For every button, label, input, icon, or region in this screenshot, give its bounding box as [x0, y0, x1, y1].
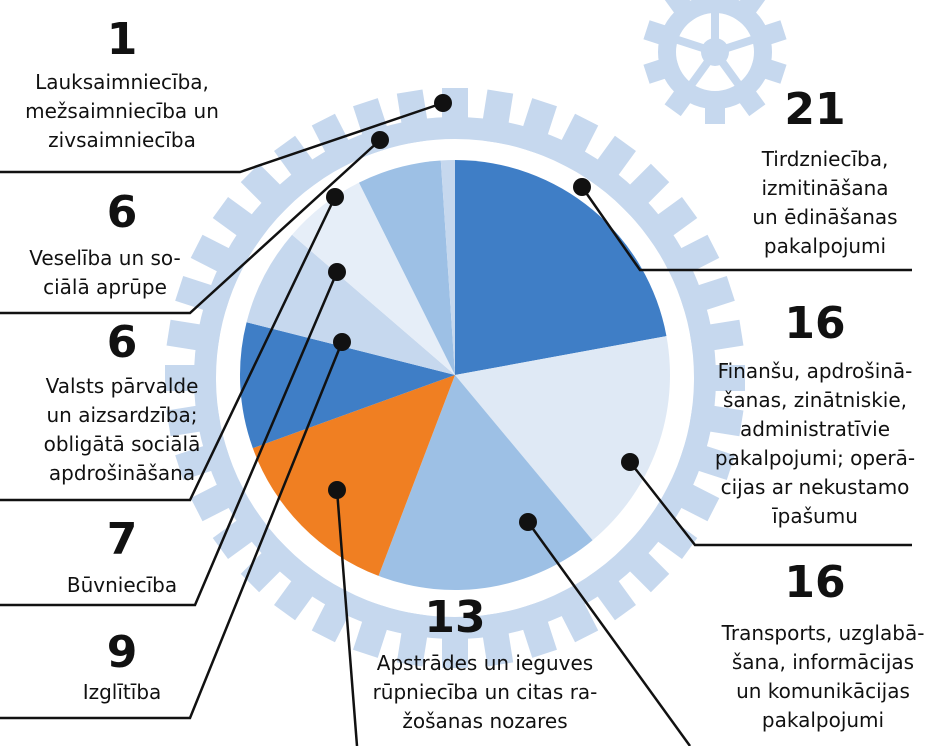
gear-tooth — [643, 20, 681, 50]
gear-tooth — [442, 617, 468, 668]
category-label: Transports, uzglabā-šana, informācijas un… — [721, 621, 925, 732]
gear-tooth — [212, 507, 270, 559]
pie — [240, 160, 671, 590]
gear-tooth — [694, 365, 745, 391]
leader-dot — [328, 263, 346, 281]
gear-tooth — [396, 89, 431, 144]
gear-tooth — [584, 563, 636, 621]
value-label: 9 — [107, 627, 138, 678]
gear-tooth — [614, 163, 670, 219]
gear-tooth — [353, 601, 394, 658]
value-label: 6 — [107, 317, 138, 368]
category-label: Izglītība — [83, 680, 162, 704]
pie-slice — [292, 182, 455, 375]
gear-tooth — [175, 439, 232, 480]
leader-line — [629, 461, 912, 547]
gear-tooth — [240, 163, 296, 219]
annotations: 21 Tirdzniecība, izmitināšana un ēdināšanas… — [0, 14, 924, 746]
gear-tooth — [551, 113, 599, 171]
gear-tooth — [240, 537, 296, 593]
gear-tooth — [640, 197, 698, 249]
gear-tooth — [614, 537, 670, 593]
pie-slice — [252, 375, 455, 576]
pie-slice — [455, 336, 671, 541]
leader-line — [526, 521, 692, 746]
gear-tooth — [212, 197, 270, 249]
gear-tooth — [584, 135, 636, 193]
pie-slice — [455, 160, 667, 375]
gear-tooth — [516, 98, 557, 155]
value-label: 1 — [107, 14, 138, 65]
gear-tooth — [705, 91, 725, 124]
leader-line — [0, 139, 381, 315]
pie-slice — [440, 160, 455, 375]
gear-tooth — [166, 319, 221, 354]
gear-tooth — [166, 402, 221, 437]
category-label: Veselība un so-ciālā aprūpe — [29, 246, 181, 299]
leader-dot — [573, 178, 591, 196]
gear-spoke — [670, 33, 717, 56]
gear-tooth — [662, 474, 720, 522]
gear-tooth — [689, 319, 744, 354]
leader-line — [335, 489, 359, 746]
gear-tooth — [479, 89, 514, 144]
gear-tooth — [749, 20, 787, 50]
gear-spoke — [713, 33, 760, 56]
leader-line — [0, 271, 339, 607]
leader-line — [0, 341, 344, 720]
gear-tooth — [396, 612, 431, 667]
value-label: 21 — [784, 84, 845, 135]
category-label: Apstrādes un ieguves rūpniecība un citas … — [373, 651, 598, 733]
gear-tooth — [678, 276, 735, 317]
category-label: Finanšu, apdrošinā-šanas, zinātniskie, ad… — [715, 359, 915, 528]
gear-tooth — [190, 234, 248, 282]
leader-line — [0, 196, 337, 502]
gear-tooth — [643, 54, 681, 84]
leader-dot — [333, 333, 351, 351]
pie-slice — [246, 234, 455, 375]
gear-tooth — [516, 601, 557, 658]
leader-line — [580, 186, 912, 272]
leader-dot — [434, 94, 452, 112]
gear-tooth — [165, 365, 216, 391]
value-label: 16 — [784, 557, 845, 608]
gear-spoke — [711, 6, 719, 52]
gear-tooth — [479, 612, 514, 667]
gear-tooth — [729, 0, 766, 27]
category-label: Tirdzniecība, izmitināšana un ēdināšanas pa… — [752, 147, 897, 258]
gear-tooth — [749, 54, 787, 84]
gear-tooth — [190, 474, 248, 522]
value-label: 7 — [107, 514, 138, 565]
gear-tooth — [689, 402, 744, 437]
leader-dot — [326, 188, 344, 206]
gear-tooth — [551, 585, 599, 643]
gear-spoke — [684, 49, 719, 92]
leader-line — [0, 101, 444, 174]
category-label: Valsts pārvalde un aizsardzība; obligātā s… — [44, 374, 201, 485]
category-label: Lauksaimniecība, mežsaimniecība un zivsaim… — [25, 70, 219, 152]
gear-tooth — [274, 563, 326, 621]
gear-decoration — [165, 0, 787, 668]
gear-tooth — [274, 135, 326, 193]
gear-tooth — [311, 113, 359, 171]
value-label: 16 — [784, 298, 845, 349]
pie-slice — [358, 160, 455, 375]
leader-dot — [519, 513, 537, 531]
gear-tooth — [664, 0, 701, 27]
category-label: Būvniecība — [67, 573, 177, 597]
value-label: 6 — [107, 187, 138, 238]
pie-slice — [240, 322, 455, 449]
gear-tooth — [678, 439, 735, 480]
gear-tooth — [175, 276, 232, 317]
leader-dot — [621, 453, 639, 471]
gear-spoke — [711, 49, 746, 92]
leader-dot — [371, 131, 389, 149]
value-label: 13 — [424, 592, 485, 643]
gear-tooth — [640, 507, 698, 559]
leader-dot — [328, 481, 346, 499]
